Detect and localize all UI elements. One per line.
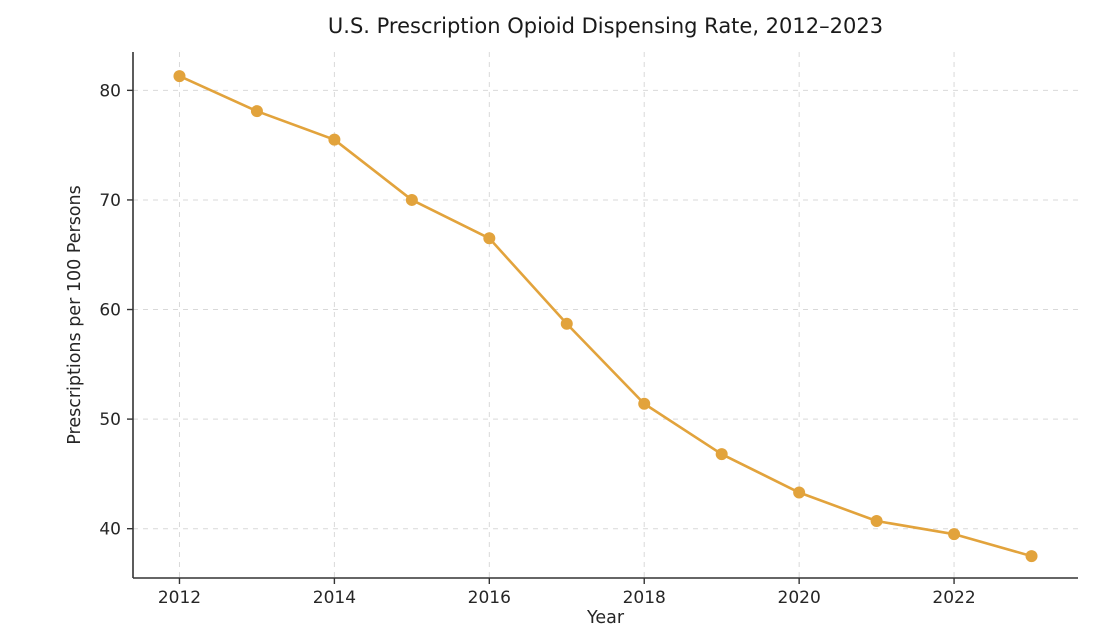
data-point-marker [560, 317, 573, 330]
x-tick-label: 2022 [932, 588, 975, 608]
data-point-marker [870, 515, 883, 528]
y-tick-label: 80 [99, 81, 121, 101]
chart-title: U.S. Prescription Opioid Dispensing Rate… [327, 14, 884, 38]
data-point-marker [715, 448, 728, 461]
x-tick-label: 2014 [313, 588, 356, 608]
y-tick-label: 40 [99, 520, 121, 540]
x-tick-label: 2016 [468, 588, 511, 608]
x-tick-label: 2020 [778, 588, 821, 608]
x-axis-label: Year [586, 608, 625, 628]
data-point-marker [173, 70, 186, 83]
y-tick-label: 60 [99, 301, 121, 321]
data-point-marker [250, 105, 263, 118]
y-tick-label: 70 [99, 191, 121, 211]
series-line [178, 74, 1033, 558]
x-tick-label: 2018 [623, 588, 666, 608]
y-tick-label: 50 [99, 410, 121, 430]
data-point-marker [948, 528, 961, 541]
data-point-marker [328, 133, 341, 146]
data-point-marker [638, 397, 651, 410]
data-point-marker [405, 193, 418, 206]
data-point-marker [483, 232, 496, 245]
x-tick-label: 2012 [158, 588, 201, 608]
data-point-marker [793, 486, 806, 499]
data-point-marker [1025, 550, 1038, 563]
